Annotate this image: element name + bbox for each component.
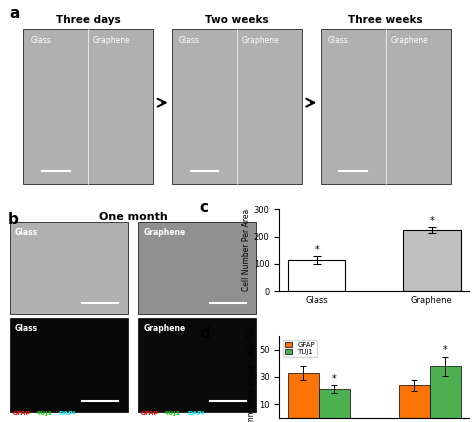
Text: Graphene: Graphene (93, 36, 131, 46)
FancyBboxPatch shape (138, 318, 256, 411)
Text: Glass: Glass (15, 228, 38, 237)
Text: Two weeks: Two weeks (205, 15, 269, 25)
Bar (288, 260, 346, 291)
Text: DAPI: DAPI (187, 411, 204, 416)
Bar (319, 389, 350, 418)
Text: Graphene: Graphene (242, 36, 279, 46)
Text: TUJ1: TUJ1 (164, 411, 180, 416)
Text: *: * (314, 245, 319, 255)
Bar (399, 385, 429, 418)
Bar (429, 366, 461, 418)
FancyBboxPatch shape (10, 318, 128, 411)
Text: Glass: Glass (15, 324, 38, 333)
Text: Three weeks: Three weeks (348, 15, 423, 25)
Text: DAPI: DAPI (59, 411, 76, 416)
Text: Graphene: Graphene (390, 36, 428, 46)
Text: Three days: Three days (56, 15, 121, 25)
FancyBboxPatch shape (172, 29, 302, 184)
Text: *: * (443, 345, 447, 355)
Text: Graphene: Graphene (143, 324, 185, 333)
Bar (403, 230, 461, 291)
FancyBboxPatch shape (320, 29, 451, 184)
Text: TUJ1: TUJ1 (36, 411, 52, 416)
Text: c: c (200, 200, 209, 215)
Text: Graphene: Graphene (143, 228, 185, 237)
Text: GFAP: GFAP (12, 411, 30, 416)
Text: Glass: Glass (328, 36, 348, 46)
Text: Glass: Glass (179, 36, 200, 46)
FancyBboxPatch shape (10, 222, 128, 314)
Legend: GFAP, TUJ1: GFAP, TUJ1 (283, 340, 317, 357)
Text: d: d (200, 326, 210, 341)
Text: a: a (9, 6, 20, 21)
Text: One month: One month (99, 211, 167, 222)
Text: *: * (332, 374, 337, 384)
FancyBboxPatch shape (23, 29, 154, 184)
Text: *: * (429, 216, 434, 225)
Y-axis label: Cell Number Per Area: Cell Number Per Area (242, 209, 251, 292)
Y-axis label: Immunoreactive Cells (%): Immunoreactive Cells (%) (247, 327, 256, 422)
Bar (288, 373, 319, 418)
FancyBboxPatch shape (138, 222, 256, 314)
Text: Glass: Glass (30, 36, 51, 46)
Text: GFAP: GFAP (141, 411, 159, 416)
Text: b: b (7, 211, 18, 227)
